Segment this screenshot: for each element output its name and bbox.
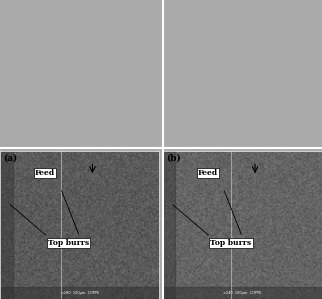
Text: Top burrs: Top burrs — [48, 239, 89, 247]
Text: Feed: Feed — [198, 169, 218, 177]
Text: ×280  100μm  COPPE: ×280 100μm COPPE — [61, 291, 99, 295]
Text: ×240  100μm  COPPE: ×240 100μm COPPE — [223, 291, 261, 295]
Text: (a): (a) — [3, 154, 17, 163]
Text: Top burrs: Top burrs — [211, 239, 252, 247]
Text: Feed: Feed — [35, 169, 55, 177]
Text: (b): (b) — [166, 154, 181, 163]
Bar — [163, 151, 175, 299]
Bar — [163, 287, 322, 299]
Bar — [0, 151, 13, 299]
Bar — [0, 287, 159, 299]
